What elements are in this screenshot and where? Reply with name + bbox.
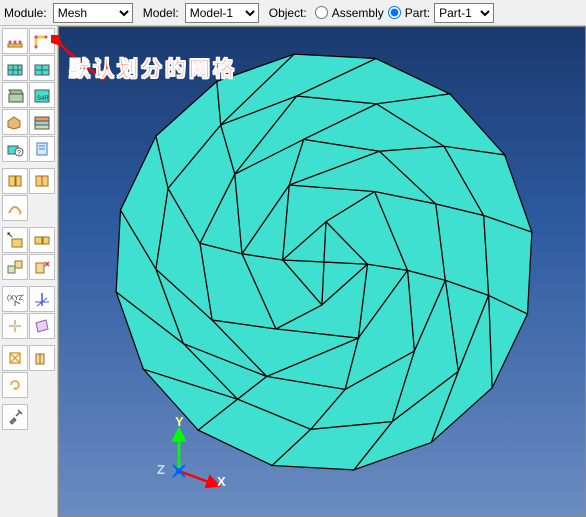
model-label: Model: (143, 6, 179, 20)
assembly-radio-label: Assembly (332, 6, 384, 20)
associate-mesh-button[interactable] (2, 254, 28, 280)
object-radio-group: Assembly Part: (313, 6, 430, 20)
partition-cell-button[interactable] (2, 168, 28, 194)
viewport[interactable]: 默认划分的网格 Y X Z (58, 26, 586, 517)
datum-point-button[interactable] (2, 313, 28, 339)
edit-mesh-button[interactable] (2, 227, 28, 253)
context-toolbar: Module: Mesh Model: Model-1 Object: Asse… (0, 0, 586, 26)
tools-button[interactable] (2, 404, 28, 430)
main-area: S4R ? (XYZ) (0, 26, 586, 517)
annotation-text: 默认划分的网格 (69, 53, 237, 83)
swept-mesh-button[interactable] (2, 195, 28, 221)
part-select[interactable]: Part-1 (434, 3, 494, 23)
partition-face-button[interactable] (29, 168, 55, 194)
object-label: Object: (269, 6, 307, 20)
assign-stack-button[interactable] (29, 109, 55, 135)
seed-part-button[interactable] (2, 28, 28, 54)
mesh-controls-button[interactable] (2, 82, 28, 108)
geometry-edit-button[interactable] (29, 345, 55, 371)
create-mesh-part-button[interactable] (2, 109, 28, 135)
part-radio-label: Part: (405, 6, 430, 20)
datum-csys-button[interactable]: (XYZ) (2, 286, 28, 312)
model-select[interactable]: Model-1 (185, 3, 259, 23)
triad-x-label: X (217, 474, 226, 489)
element-type-button[interactable]: S4R (29, 82, 55, 108)
assembly-radio[interactable] (315, 6, 328, 19)
mesh-part-button[interactable] (2, 55, 28, 81)
triad-z-label: Z (157, 462, 165, 477)
verify-mesh-button[interactable]: ? (2, 136, 28, 162)
toolbox: S4R ? (XYZ) (0, 26, 58, 517)
svg-text:?: ? (17, 150, 21, 157)
datum-plane-button[interactable] (29, 313, 55, 339)
module-select[interactable]: Mesh (53, 3, 133, 23)
query-button[interactable] (29, 136, 55, 162)
triad-y-label: Y (175, 414, 184, 429)
module-label: Module: (4, 6, 47, 20)
collapse-edge-button[interactable] (29, 227, 55, 253)
datum-axis-button[interactable] (29, 286, 55, 312)
view-triad: Y X Z (149, 416, 229, 496)
part-radio[interactable] (388, 6, 401, 19)
delete-mesh-button[interactable] (29, 254, 55, 280)
virtual-topology-button[interactable] (2, 345, 28, 371)
svg-text:S4R: S4R (37, 96, 49, 102)
remesh-button[interactable] (2, 372, 28, 398)
